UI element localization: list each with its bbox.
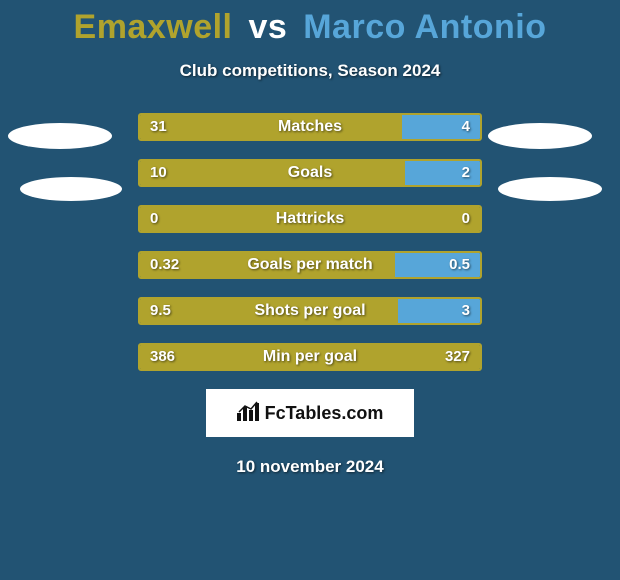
bar-left-fill [140,299,398,323]
subtitle: Club competitions, Season 2024 [0,61,620,81]
bar-right-fill [402,115,480,139]
bar-left-fill [140,115,402,139]
decor-ellipse [498,177,602,201]
stat-row: Goals per match0.320.5 [0,251,620,279]
bar-track [138,159,482,187]
fctables-text: FcTables.com [265,403,384,424]
title-vs: vs [248,8,287,46]
decor-ellipse [20,177,122,201]
stat-row: Min per goal386327 [0,343,620,371]
bar-track [138,205,482,233]
title-player2: Marco Antonio [303,8,546,46]
stats-block: Matches314Goals102Hattricks00Goals per m… [0,113,620,371]
decor-ellipse [8,123,112,149]
bar-track [138,343,482,371]
fctables-badge: FcTables.com [206,389,414,437]
decor-ellipse [488,123,592,149]
stat-row: Hattricks00 [0,205,620,233]
bar-track [138,251,482,279]
bar-track [138,113,482,141]
comparison-card: Emaxwell vs Marco Antonio Club competiti… [0,0,620,580]
bar-right-fill [405,161,480,185]
page-title: Emaxwell vs Marco Antonio [0,8,620,47]
date-text: 10 november 2024 [0,457,620,477]
bar-left-fill [140,207,480,231]
title-player1: Emaxwell [74,8,233,46]
bar-left-fill [140,345,480,369]
bar-chart-icon [237,401,259,426]
bar-right-fill [395,253,480,277]
bar-track [138,297,482,325]
bar-left-fill [140,161,405,185]
stat-row: Shots per goal9.53 [0,297,620,325]
bar-right-fill [398,299,480,323]
bar-left-fill [140,253,395,277]
